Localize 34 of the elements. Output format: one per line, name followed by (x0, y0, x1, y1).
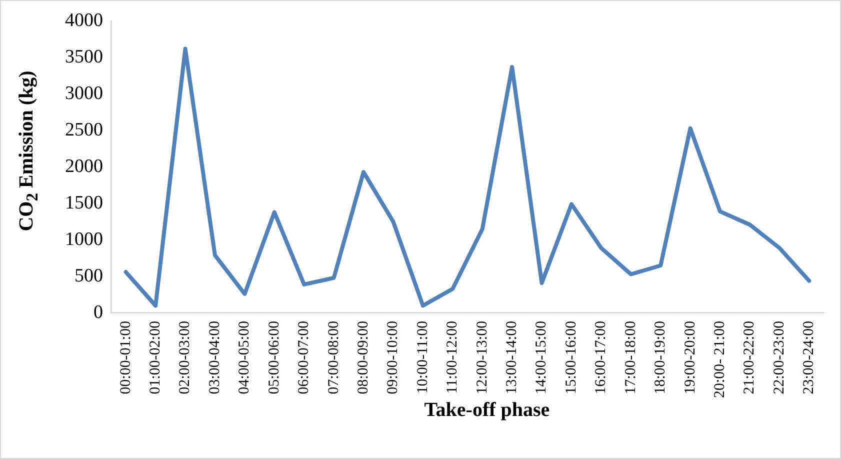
x-tick-label: 09:00-10:00 (385, 320, 402, 394)
x-tick-label: 11:00-12:00 (444, 320, 461, 394)
x-tick-label: 01:00-02:00 (148, 320, 164, 394)
x-tick-label: 15:00-16:00 (563, 320, 580, 394)
y-tick-label: 1000 (65, 228, 103, 250)
x-tick-label: 06:00-07:00 (296, 320, 312, 394)
y-tick-label: 3000 (65, 82, 103, 104)
y-tick-label: 0 (94, 302, 103, 323)
x-tick-label: 03:00-04:00 (206, 320, 223, 394)
x-tick-label: 13:00-14:00 (504, 320, 520, 394)
x-tick-label: 00:00-01:00 (118, 320, 134, 394)
x-tick-label: 18:00-19:00 (652, 320, 669, 394)
y-tick-label: 4000 (65, 10, 103, 31)
x-tick-label: 10:00-11:00 (414, 320, 431, 394)
x-tick-label: 16:00-17:00 (593, 320, 610, 394)
y-tick-label: 2500 (65, 119, 103, 140)
x-tick-label: 07:00-08:00 (326, 320, 342, 394)
x-tick-label: 05:00-06:00 (266, 320, 282, 394)
y-tick-label: 1500 (65, 192, 103, 214)
x-tick-label: 20:00- 21:00 (712, 320, 728, 398)
x-tick-label: 17:00-18:00 (622, 320, 639, 394)
x-tick-label: 14:00-15:00 (534, 320, 550, 394)
x-tick-label: 21:00-22:00 (742, 320, 758, 394)
x-tick-label: 04:00-05:00 (236, 320, 253, 394)
x-tick-label: 02:00-03:00 (177, 320, 194, 394)
x-tick-label: 12:00-13:00 (474, 320, 490, 394)
y-tick-label: 3500 (65, 46, 103, 68)
x-tick-label: 23:00-24:00 (801, 320, 818, 394)
y-tick-label: 2000 (65, 156, 103, 177)
y-tick-label: 500 (74, 265, 103, 286)
x-tick-label: 08:00-09:00 (355, 320, 372, 394)
x-axis-title: Take-off phase (423, 399, 551, 422)
x-tick-label: 19:00-20:00 (682, 320, 698, 394)
x-tick-label: 22:00-23:00 (771, 320, 788, 394)
